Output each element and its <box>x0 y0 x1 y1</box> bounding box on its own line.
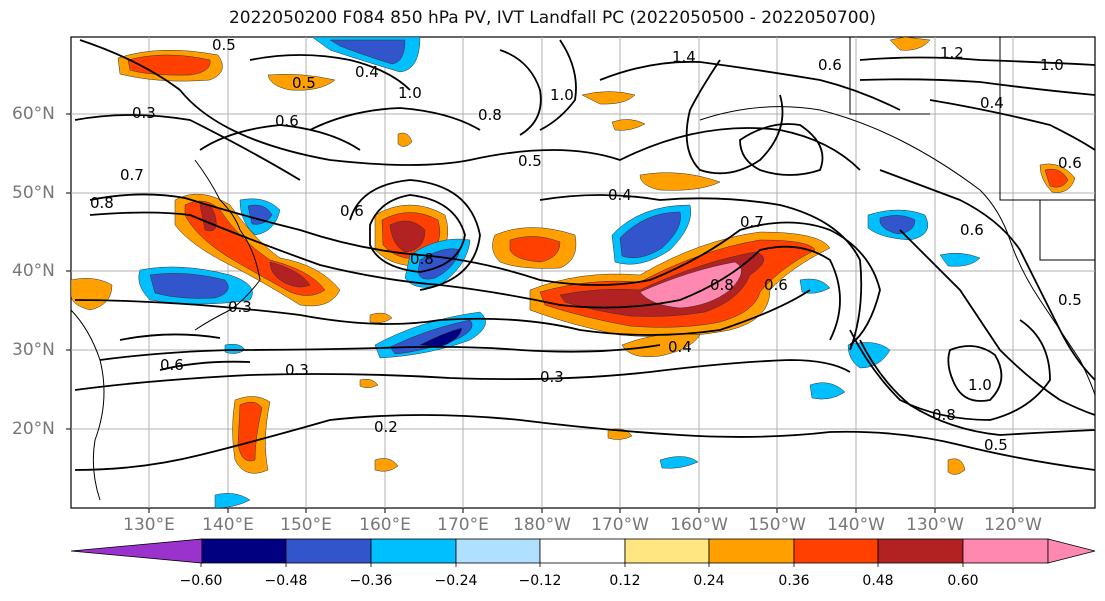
lon-label: 130°W <box>906 515 964 535</box>
colorbar-segment <box>793 538 879 564</box>
lon-label: 160°E <box>359 515 411 535</box>
colorbar-tick-label: −0.12 <box>518 573 562 589</box>
colorbar-segment <box>285 538 372 564</box>
lon-label: 130°E <box>123 515 175 535</box>
lon-label: 170°W <box>591 515 649 535</box>
lat-label: 20°N <box>12 419 55 439</box>
colorbar-tick-label: −0.48 <box>264 573 308 589</box>
contour-label: 0.5 <box>518 152 542 170</box>
colorbar-tick-label: 0.36 <box>778 573 810 589</box>
contour-label: 0.6 <box>960 221 984 239</box>
contour-label: 1.0 <box>968 376 992 394</box>
contour-label: 1.0 <box>1040 56 1064 74</box>
contour-label: 0.5 <box>212 36 236 54</box>
colorbar-segment <box>962 538 1049 564</box>
contour-label: 1.4 <box>672 48 696 66</box>
axis-ticks <box>66 113 1014 513</box>
contour-label: 0.5 <box>1058 291 1082 309</box>
contour-labels: 0.5 0.4 0.5 0.3 0.6 1.0 1.4 1.0 0.6 0.8 … <box>90 36 1082 454</box>
colorbar-tick-label: 0.12 <box>609 573 641 589</box>
contour-label: 0.8 <box>478 106 502 124</box>
colorbar-segment <box>877 538 964 564</box>
colorbar-arrow-right <box>1047 538 1096 564</box>
contour-label: 0.4 <box>668 338 692 356</box>
colorbar-segment <box>370 538 457 564</box>
colorbar-tick-label: 0.48 <box>862 573 894 589</box>
contour-label: 0.6 <box>275 112 299 130</box>
contour-label: 0.8 <box>932 406 956 424</box>
lon-label: 160°W <box>670 515 728 535</box>
contour-label: 0.3 <box>285 361 309 379</box>
pv-ivt-map: 0.5 0.4 0.5 0.3 0.6 1.0 1.4 1.0 0.6 0.8 … <box>66 36 1096 513</box>
contour-label: 0.8 <box>410 250 434 268</box>
colorbar-tick-label: −0.36 <box>349 573 393 589</box>
contour-label: 0.6 <box>764 276 788 294</box>
lat-label: 50°N <box>12 183 55 203</box>
lon-label: 150°W <box>748 515 806 535</box>
shaded-pc-field <box>71 37 1076 508</box>
colorbar-segment <box>455 538 541 564</box>
contour-label: 0.5 <box>292 74 316 92</box>
contour-label: 0.5 <box>984 436 1008 454</box>
contour-label: 0.7 <box>740 213 764 231</box>
lon-label: 170°E <box>437 515 489 535</box>
contour-label: 0.2 <box>374 418 398 436</box>
contour-label: 0.4 <box>355 63 379 81</box>
pv-contours <box>74 39 1095 471</box>
colorbar-arrow-left <box>70 538 203 564</box>
contour-label: 0.6 <box>160 356 184 374</box>
contour-label: 0.6 <box>340 202 364 220</box>
colorbar-tick-label: −0.60 <box>179 573 223 589</box>
contour-label: 1.2 <box>940 44 964 62</box>
colorbar <box>70 538 1096 567</box>
lon-label: 140°W <box>827 515 885 535</box>
colorbar-segment <box>201 538 287 564</box>
colorbar-segment <box>624 538 710 564</box>
lon-label: 140°E <box>202 515 254 535</box>
contour-label: 0.6 <box>818 56 842 74</box>
contour-label: 0.8 <box>90 194 114 212</box>
colorbar-segment <box>539 538 626 564</box>
contour-label: 0.3 <box>540 368 564 386</box>
lon-label: 150°E <box>280 515 332 535</box>
contour-label: 1.0 <box>550 86 574 104</box>
lat-label: 60°N <box>12 104 55 124</box>
colorbar-tick-label: −0.24 <box>434 573 478 589</box>
contour-label: 0.6 <box>1058 154 1082 172</box>
lat-label: 40°N <box>12 261 55 281</box>
contour-label: 0.3 <box>228 298 252 316</box>
colorbar-tick-label: 0.24 <box>693 573 725 589</box>
colorbar-segment <box>708 538 795 564</box>
contour-label: 1.0 <box>398 84 422 102</box>
map-title: 2022050200 F084 850 hPa PV, IVT Landfall… <box>228 8 876 28</box>
lat-label: 30°N <box>12 340 55 360</box>
contour-label: 0.8 <box>710 276 734 294</box>
contour-label: 0.3 <box>132 104 156 122</box>
lon-label: 180°W <box>513 515 571 535</box>
coastlines <box>71 37 1095 501</box>
contour-label: 0.4 <box>608 186 632 204</box>
lon-label: 120°W <box>984 515 1042 535</box>
colorbar-tick-label: 0.60 <box>947 573 979 589</box>
contour-label: 0.7 <box>120 166 144 184</box>
contour-label: 0.4 <box>980 94 1004 112</box>
